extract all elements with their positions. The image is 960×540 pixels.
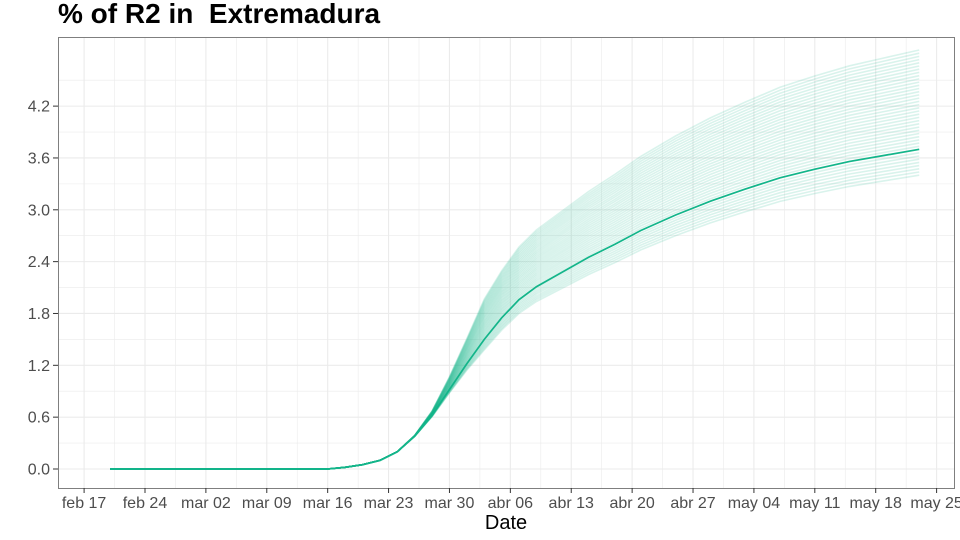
- x-tick-label: may 04: [728, 495, 781, 512]
- x-tick-label: feb 17: [62, 495, 107, 512]
- x-tick-label: mar 16: [303, 495, 353, 512]
- ensemble-line: [110, 168, 920, 470]
- ensemble-line: [110, 174, 920, 470]
- x-tick-label: mar 09: [242, 495, 292, 512]
- x-tick-label: may 18: [849, 495, 902, 512]
- x-tick-label: abr 20: [609, 495, 654, 512]
- x-tick-label: may 11: [789, 495, 840, 512]
- y-tick-label: 4.2: [28, 99, 50, 116]
- ensemble-line: [110, 171, 920, 470]
- x-tick-label: may 25: [910, 495, 960, 512]
- y-tick-label: 0.6: [28, 410, 50, 427]
- x-tick-label: mar 23: [364, 495, 414, 512]
- x-tick-label: mar 02: [181, 495, 231, 512]
- y-tick-label: 3.6: [28, 150, 50, 167]
- x-axis-title: Date: [485, 512, 527, 534]
- x-tick-label: mar 30: [425, 495, 475, 512]
- y-axis: 0.0 0.6 1.2 1.8 2.4 3.0 3.6 4.2: [28, 99, 58, 478]
- ensemble-series: [110, 49, 920, 470]
- x-axis: feb 17 feb 24 mar 02 mar 09 mar 16 mar 23 mar …: [62, 488, 960, 512]
- chart-title: % of R2 in Extremadura: [58, 0, 381, 29]
- panel-border: [58, 37, 955, 489]
- main-series: [110, 148, 920, 470]
- x-tick-label: abr 27: [670, 495, 715, 512]
- x-tick-label: abr 06: [488, 495, 533, 512]
- y-tick-label: 1.8: [28, 306, 50, 323]
- y-tick-label: 3.0: [28, 202, 50, 219]
- y-tick-label: 1.2: [28, 358, 50, 375]
- y-tick-label: 0.0: [28, 461, 50, 478]
- x-tick-label: feb 24: [123, 495, 168, 512]
- x-tick-label: abr 13: [549, 495, 594, 512]
- main-line: [110, 148, 920, 470]
- y-tick-label: 2.4: [28, 254, 50, 271]
